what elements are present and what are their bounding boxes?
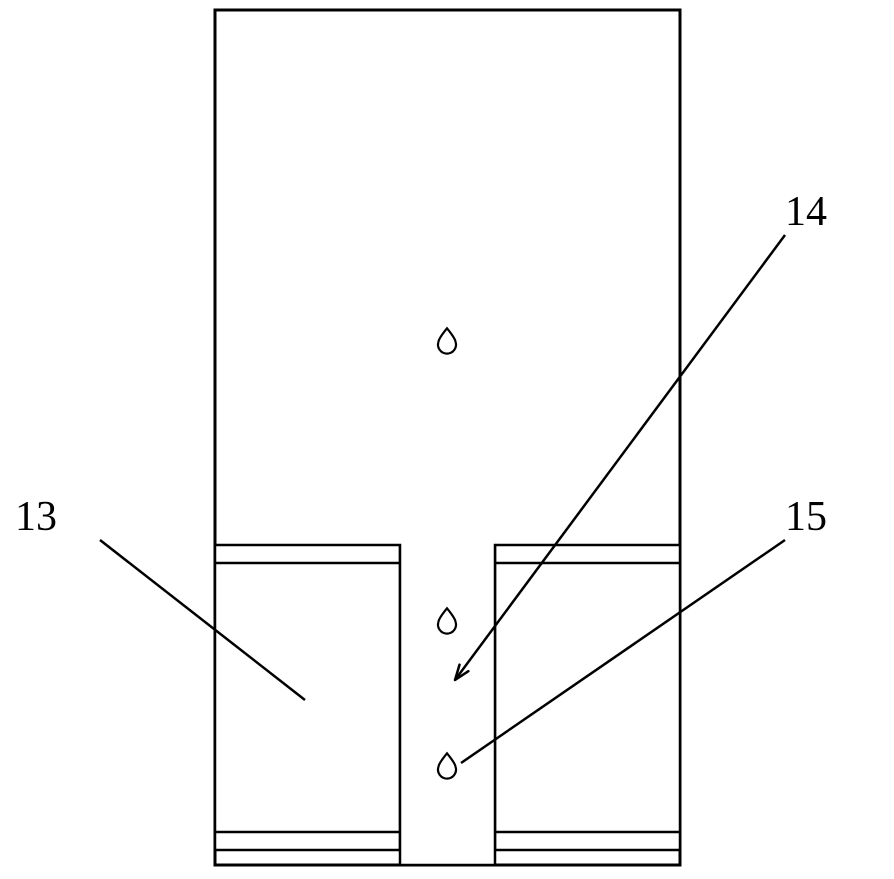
label-14: 14 [785, 189, 827, 235]
left-sleeve [215, 545, 400, 850]
label-15: 15 [785, 494, 827, 540]
center-channel-fill [400, 545, 495, 865]
right-sleeve [495, 545, 680, 850]
label-13: 13 [15, 494, 57, 540]
